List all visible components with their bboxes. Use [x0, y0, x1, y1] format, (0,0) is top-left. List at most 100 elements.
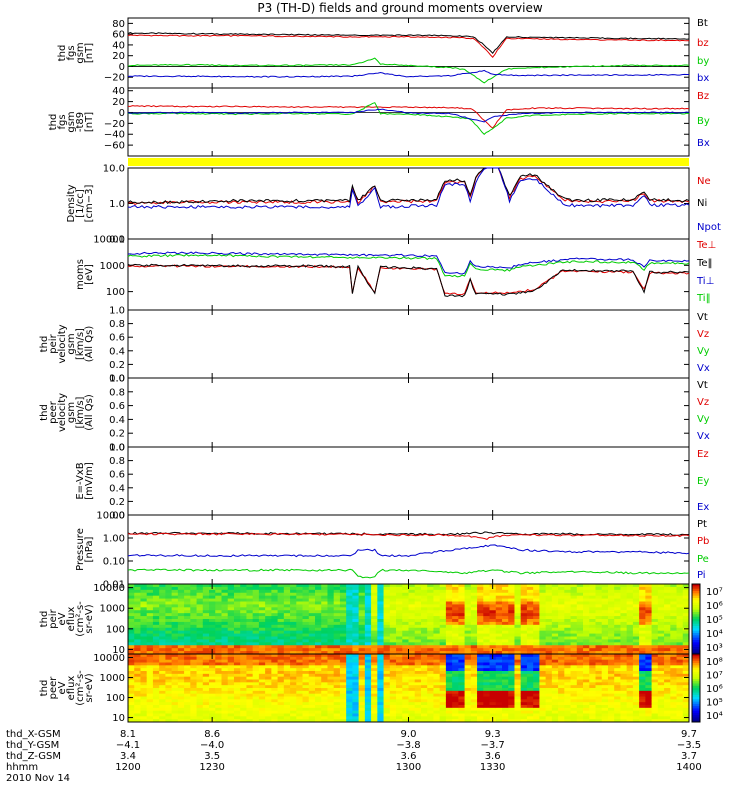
spectrogram-cell	[402, 613, 409, 617]
spectrogram-cell	[283, 584, 291, 588]
spectrogram-cell	[645, 630, 652, 634]
spectrogram-cell	[177, 651, 185, 655]
spectrogram-cell	[290, 682, 297, 686]
spectrogram-cell	[358, 648, 366, 652]
spectrogram-cell	[583, 696, 590, 700]
spectrogram-cell	[308, 699, 316, 703]
spectrogram-cell	[190, 665, 197, 669]
spectrogram-cell	[452, 710, 459, 714]
spectrogram-cell	[632, 707, 640, 712]
spectrogram-cell	[601, 671, 609, 675]
spectrogram-cell	[651, 621, 659, 626]
spectrogram-cell	[564, 693, 571, 697]
spectrogram-cell	[626, 693, 634, 697]
spectrogram-cell	[358, 619, 366, 623]
spectrogram-cell	[352, 592, 360, 597]
spectrogram-cell	[570, 685, 578, 689]
spectrogram-cell	[215, 705, 222, 709]
spectrogram-cell	[215, 693, 222, 697]
spectrogram-cell	[620, 592, 628, 597]
spectrogram-cell	[657, 613, 665, 617]
spectrogram-cell	[607, 688, 615, 692]
spectrogram-cell	[620, 651, 628, 655]
spectrogram-cell	[452, 668, 459, 672]
spectrogram-cell	[302, 621, 310, 626]
spectrogram-cell	[414, 633, 422, 637]
spectrogram-cell	[240, 586, 247, 591]
spectrogram-cell	[389, 633, 397, 637]
spectrogram-cell	[396, 586, 403, 591]
spectrogram-cell	[271, 679, 278, 683]
spectrogram-cell	[346, 651, 353, 655]
spectrogram-cell	[570, 589, 578, 594]
spectrogram-cell	[140, 589, 148, 594]
spectrogram-cell	[190, 668, 197, 672]
spectrogram-cell	[645, 671, 652, 675]
spectrogram-cell	[626, 586, 634, 591]
spectrogram-cell	[458, 648, 465, 652]
spectrogram-cell	[290, 598, 297, 602]
colorbar-cell	[692, 663, 700, 666]
spectrogram-cell	[420, 682, 428, 686]
spectrogram-cell	[427, 621, 434, 626]
spectrogram-cell	[489, 607, 497, 611]
spectrogram-cell	[589, 719, 596, 723]
spectrogram-cell	[483, 716, 490, 720]
spectrogram-cell	[664, 651, 671, 655]
spectrogram-cell	[657, 659, 665, 663]
spectrogram-cell	[570, 592, 578, 597]
legend-entry: Vx	[697, 363, 710, 374]
spectrogram-cell	[595, 654, 603, 658]
spectrogram-cell	[327, 586, 335, 591]
spectrogram-cell	[296, 682, 303, 686]
spectrogram-cell	[290, 688, 297, 692]
spectrogram-cell	[321, 696, 328, 700]
spectrogram-cell	[389, 630, 397, 634]
spectrogram-cell	[252, 639, 260, 643]
spectrogram-cell	[483, 693, 490, 697]
spectrogram-cell	[539, 659, 547, 663]
spectrogram-cell	[258, 656, 266, 661]
spectrogram-cell	[589, 682, 596, 686]
spectrogram-cell	[233, 651, 241, 655]
spectrogram-cell	[483, 651, 490, 655]
spectrogram-cell	[134, 636, 141, 640]
spectrogram-cell	[246, 648, 254, 652]
spectrogram-cell	[502, 656, 509, 661]
spectrogram-cell	[346, 710, 353, 714]
spectrogram-cell	[227, 636, 235, 640]
spectrogram-cell	[583, 584, 590, 588]
spectrogram-cell	[551, 630, 559, 634]
spectrogram-cell	[290, 676, 297, 680]
spectrogram-cell	[526, 613, 534, 617]
spectrogram-cell	[333, 682, 341, 686]
spectrogram-cell	[632, 656, 640, 661]
spectrogram-cell	[396, 630, 403, 634]
spectrogram-cell	[682, 673, 690, 678]
spectrogram-cell	[246, 630, 254, 634]
spectrogram-cell	[495, 627, 503, 632]
spectrogram-cell	[470, 671, 478, 675]
spectrogram-cell	[177, 636, 185, 640]
spectrogram-cell	[252, 633, 260, 637]
spectrogram-cell	[670, 595, 677, 599]
spectrogram-cell	[483, 654, 490, 658]
spectrogram-cell	[271, 619, 278, 623]
spectrogram-cell	[196, 607, 204, 611]
spectrogram-cell	[227, 688, 235, 692]
spectrogram-cell	[595, 690, 603, 695]
spectrogram-cell	[508, 610, 515, 614]
x-row-label: thd_X-GSM	[6, 729, 61, 740]
spectrogram-cell	[396, 613, 403, 617]
spectrogram-cell	[495, 598, 503, 602]
spectrogram-cell	[564, 679, 571, 683]
spectrogram-cell	[134, 668, 141, 672]
spectrogram-cell	[152, 671, 160, 675]
spectrogram-cell	[209, 665, 216, 669]
spectrogram-cell	[570, 710, 578, 714]
spectrogram-cell	[265, 613, 272, 617]
spectrogram-cell	[233, 630, 241, 634]
spectrogram-cell	[533, 630, 540, 634]
spectrogram-cell	[177, 693, 185, 697]
spectrogram-cell	[339, 671, 347, 675]
